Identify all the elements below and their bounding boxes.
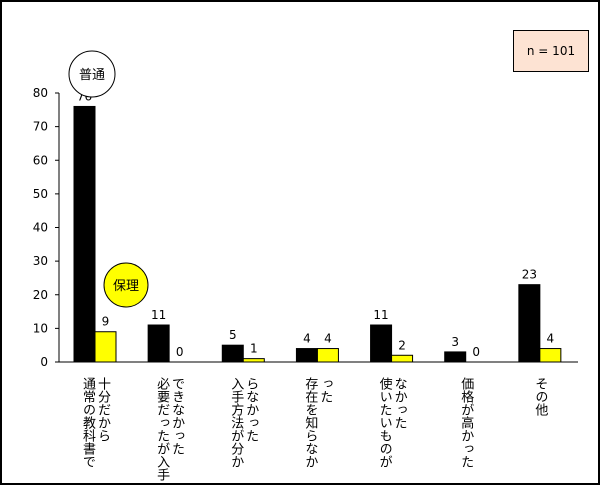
x-tick-label: 存在を知らなか — [302, 377, 318, 468]
y-tick-label: 0 — [40, 355, 48, 369]
y-tick-label: 10 — [33, 321, 48, 335]
legend-futsu-marker — [68, 50, 116, 98]
data-label: 3 — [451, 335, 459, 349]
x-tick-label: った — [317, 377, 332, 403]
bar-futsu — [221, 344, 244, 363]
y-tick-label: 40 — [33, 221, 48, 235]
data-label: 4 — [324, 332, 332, 346]
bar-futsu — [295, 348, 318, 363]
data-label: 23 — [522, 268, 537, 282]
x-tick-label: その他 — [532, 377, 548, 417]
bar-hori — [391, 354, 414, 363]
data-label: 1 — [250, 342, 258, 356]
y-tick-label: 80 — [33, 86, 48, 100]
legend-hori-label: 保理 — [113, 279, 139, 294]
data-label: 11 — [151, 308, 166, 322]
sample-size-box: n = 101 — [513, 30, 589, 72]
x-tick-label: 入手方法が分か — [228, 377, 244, 468]
data-label: 4 — [547, 332, 555, 346]
data-label: 9 — [102, 315, 110, 329]
y-tick-label: 30 — [33, 254, 48, 268]
x-tick-label: らなかった — [243, 377, 258, 442]
legend-futsu-label: 普通 — [79, 68, 105, 83]
x-tick-label: 十分だから — [95, 377, 111, 442]
bar-futsu — [147, 324, 170, 363]
x-tick-label: 通常の教科書で — [80, 377, 96, 468]
x-tick-label: 価格が高かった — [458, 377, 474, 468]
x-tick-label: なかった — [392, 377, 407, 429]
x-tick-label: できなかった — [169, 377, 184, 455]
bar-futsu — [370, 324, 393, 363]
y-tick-label: 60 — [33, 153, 48, 167]
data-label: 2 — [398, 338, 406, 352]
data-label: 5 — [229, 328, 237, 342]
sample-size-text: n = 101 — [526, 44, 576, 58]
data-label: 11 — [373, 308, 388, 322]
bar-hori — [94, 331, 117, 363]
bar-hori — [242, 358, 265, 363]
bar-futsu — [518, 284, 541, 363]
y-tick-label: 20 — [33, 288, 48, 302]
y-tick-label: 50 — [33, 187, 48, 201]
x-tick-label: 使いたいものが — [377, 376, 393, 468]
y-tick-label: 70 — [33, 120, 48, 134]
bar-futsu — [444, 351, 467, 363]
x-tick-label: 必要だったが入手 — [154, 377, 170, 481]
bar-hori — [539, 348, 562, 363]
bar-futsu — [73, 105, 96, 363]
legend-hori-marker — [103, 262, 149, 308]
bar-hori — [316, 348, 339, 363]
data-label: 0 — [176, 345, 184, 359]
data-label: 4 — [303, 332, 311, 346]
data-label: 0 — [472, 345, 480, 359]
